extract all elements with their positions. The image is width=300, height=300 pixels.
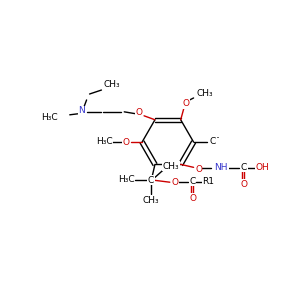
Text: CH₃: CH₃ — [143, 196, 159, 205]
Text: C: C — [190, 177, 196, 186]
Text: CH₃: CH₃ — [196, 88, 213, 98]
Text: CH₃: CH₃ — [103, 80, 120, 88]
Text: R1: R1 — [202, 177, 214, 186]
Text: H₃C: H₃C — [96, 136, 113, 146]
Text: O: O — [195, 165, 202, 174]
Text: C: C — [209, 136, 215, 146]
Text: C: C — [241, 163, 247, 172]
Text: O: O — [189, 194, 196, 202]
Text: OH: OH — [255, 163, 269, 172]
Text: NH: NH — [214, 163, 228, 172]
Text: C: C — [148, 176, 154, 185]
Text: ·: · — [215, 132, 219, 145]
Text: O: O — [136, 108, 142, 117]
Text: H₃C: H₃C — [42, 113, 58, 122]
Text: O: O — [241, 180, 248, 189]
Text: O: O — [123, 138, 130, 147]
Text: CH₃: CH₃ — [163, 162, 179, 171]
Text: O: O — [182, 99, 189, 108]
Text: N: N — [78, 106, 85, 115]
Text: H₃C: H₃C — [118, 175, 134, 184]
Text: O: O — [171, 178, 178, 187]
